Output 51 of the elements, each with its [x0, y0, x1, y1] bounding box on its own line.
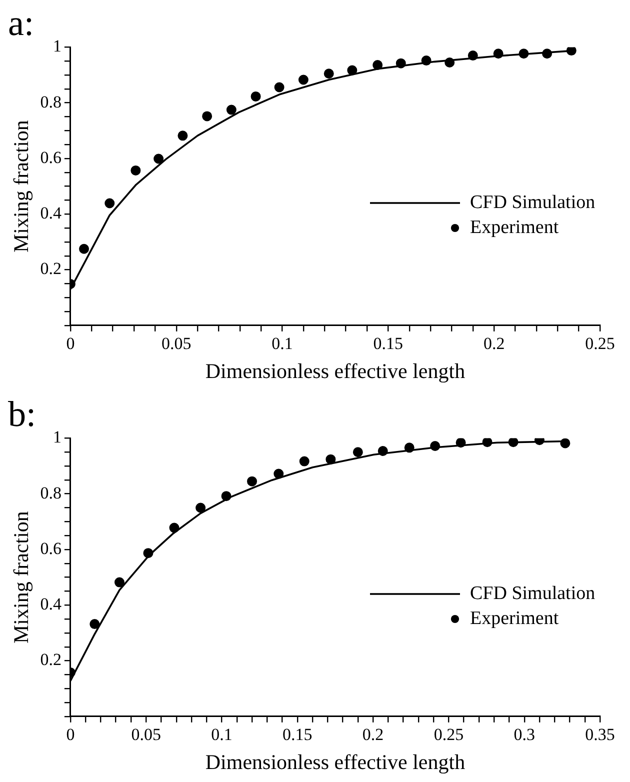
- y-axis-title: Mixing fraction: [9, 120, 34, 252]
- legend-label: Experiment: [470, 216, 560, 238]
- x-axis-title: Dimensionless effective length: [205, 750, 466, 774]
- x-tick-label: 0: [66, 725, 75, 744]
- point: [298, 74, 308, 85]
- x-tick-label: 0.25: [434, 725, 464, 744]
- point: [324, 68, 334, 79]
- point: [202, 111, 212, 122]
- point: [247, 476, 258, 486]
- x-tick-label: 0.05: [131, 725, 161, 744]
- x-tick-label: 0.1: [211, 725, 232, 744]
- y-tick-label: 0.4: [40, 594, 62, 614]
- point: [299, 456, 310, 466]
- x-tick-label: 0: [66, 334, 75, 354]
- y-axis-title: Mixing fraction: [9, 510, 34, 644]
- point: [196, 502, 206, 513]
- chart-title: b:: [8, 394, 36, 434]
- y-tick-label: 1: [52, 36, 62, 56]
- y-tick-label: 0.6: [40, 538, 62, 558]
- point: [130, 165, 141, 176]
- point: [154, 154, 164, 164]
- point: [79, 244, 90, 254]
- x-axis-title: Dimensionless effective length: [205, 358, 466, 383]
- x-tick-label: 0.1: [272, 334, 293, 354]
- legend-label: CFD Simulation: [470, 192, 596, 213]
- legend-label: Experiment: [470, 608, 560, 629]
- y-tick-label: 1: [52, 428, 62, 447]
- y-tick-label: 0.2: [40, 259, 62, 278]
- y-tick-label: 0.2: [40, 650, 62, 670]
- point: [226, 104, 236, 115]
- point: [114, 577, 124, 588]
- x-tick-label: 0.15: [373, 334, 404, 354]
- point: [178, 130, 188, 141]
- point: [104, 198, 115, 208]
- point: [90, 619, 100, 630]
- legend-label: CFD Simulation: [470, 582, 596, 604]
- x-tick-label: 0.05: [161, 334, 192, 354]
- x-tick-label: 0.35: [585, 725, 615, 744]
- chart-title: a:: [8, 3, 34, 44]
- point: [352, 447, 363, 458]
- y-tick-label: 0.4: [40, 204, 62, 223]
- point: [274, 82, 284, 92]
- y-tick-label: 0.8: [40, 483, 62, 502]
- x-tick-label: 0.2: [483, 334, 505, 354]
- y-tick-label: 0.8: [40, 92, 62, 112]
- x-tick-label: 0.3: [514, 725, 535, 744]
- x-tick-label: 0.2: [362, 725, 384, 744]
- x-tick-label: 0.25: [585, 334, 615, 354]
- x-tick-label: 0.15: [282, 725, 312, 744]
- y-tick-label: 0.6: [40, 148, 62, 167]
- point: [250, 91, 261, 102]
